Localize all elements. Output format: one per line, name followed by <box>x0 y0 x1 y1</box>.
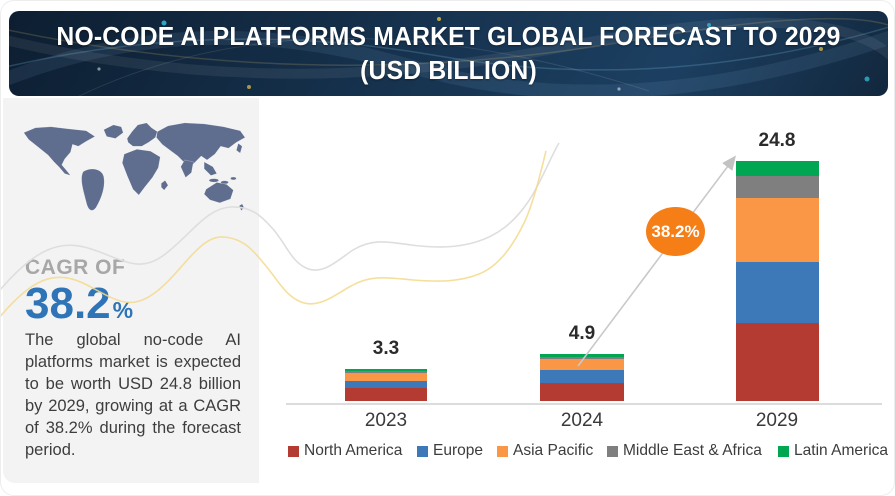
bar-segment-europe-2023 <box>345 380 427 389</box>
bar-segment-asia-pacific-2023 <box>345 373 427 381</box>
header-network-decoration <box>9 17 888 96</box>
total-label-2029: 24.8 <box>758 130 796 151</box>
legend-label-asia-pacific: Asia Pacific <box>512 442 593 459</box>
bar-segment-north-america-2029 <box>735 322 819 401</box>
bar-2024 <box>540 353 624 401</box>
bar-segment-latin-america-2023 <box>345 369 427 372</box>
legend-item-latin-america: Latin America <box>778 442 891 460</box>
legend-item-north-america: North America <box>288 442 405 460</box>
bar-segment-middle-east-africa-2023 <box>345 371 427 374</box>
header-banner: NO-CODE AI PLATFORMS MARKET GLOBAL FOREC… <box>9 11 888 96</box>
x-axis-line <box>286 403 882 405</box>
bar-segment-middle-east-africa-2029 <box>735 176 819 198</box>
total-label-2024: 4.9 <box>568 322 596 344</box>
legend-swatch-north-america <box>288 445 299 457</box>
bar-segment-europe-2024 <box>540 370 624 383</box>
legend-item-asia-pacific: Asia Pacific <box>496 442 596 460</box>
page-title: NO-CODE AI PLATFORMS MARKET GLOBAL FOREC… <box>56 20 841 85</box>
bar-segment-latin-america-2029 <box>735 160 819 177</box>
legend-label-middle-east-africa: Middle East & Africa <box>623 442 762 459</box>
legend-label-latin-america: Latin America <box>794 442 889 459</box>
x-axis-label-2023: 2023 <box>364 410 408 431</box>
legend-label-north-america: North America <box>304 442 403 459</box>
bar-segment-europe-2029 <box>735 261 819 323</box>
bar-segment-asia-pacific-2029 <box>735 197 819 262</box>
bar-segment-asia-pacific-2024 <box>540 359 624 371</box>
legend-swatch-europe <box>417 445 429 457</box>
x-axis-label-2029: 2029 <box>755 410 799 431</box>
legend-swatch-latin-america <box>778 445 790 457</box>
chart-legend: North America Europe Asia Pacific Middle Ea… <box>288 442 891 460</box>
bar-segment-north-america-2024 <box>540 382 624 401</box>
legend-item-europe: Europe <box>417 442 485 460</box>
market-summary-text: The global no-code AI platforms market i… <box>25 331 241 459</box>
legend-label-europe: Europe <box>433 442 484 459</box>
legend-item-middle-east-africa: Middle East & Africa <box>607 442 766 460</box>
total-label-2023: 3.3 <box>372 338 400 360</box>
growth-rate-badge: 38.2% <box>646 207 705 256</box>
legend-swatch-asia-pacific <box>496 445 508 457</box>
bar-2029 <box>735 160 819 401</box>
bar-2023 <box>345 369 427 401</box>
legend-swatch-middle-east-africa <box>607 445 619 457</box>
x-axis-label-2024: 2024 <box>560 410 604 431</box>
bar-segment-north-america-2023 <box>345 388 427 401</box>
